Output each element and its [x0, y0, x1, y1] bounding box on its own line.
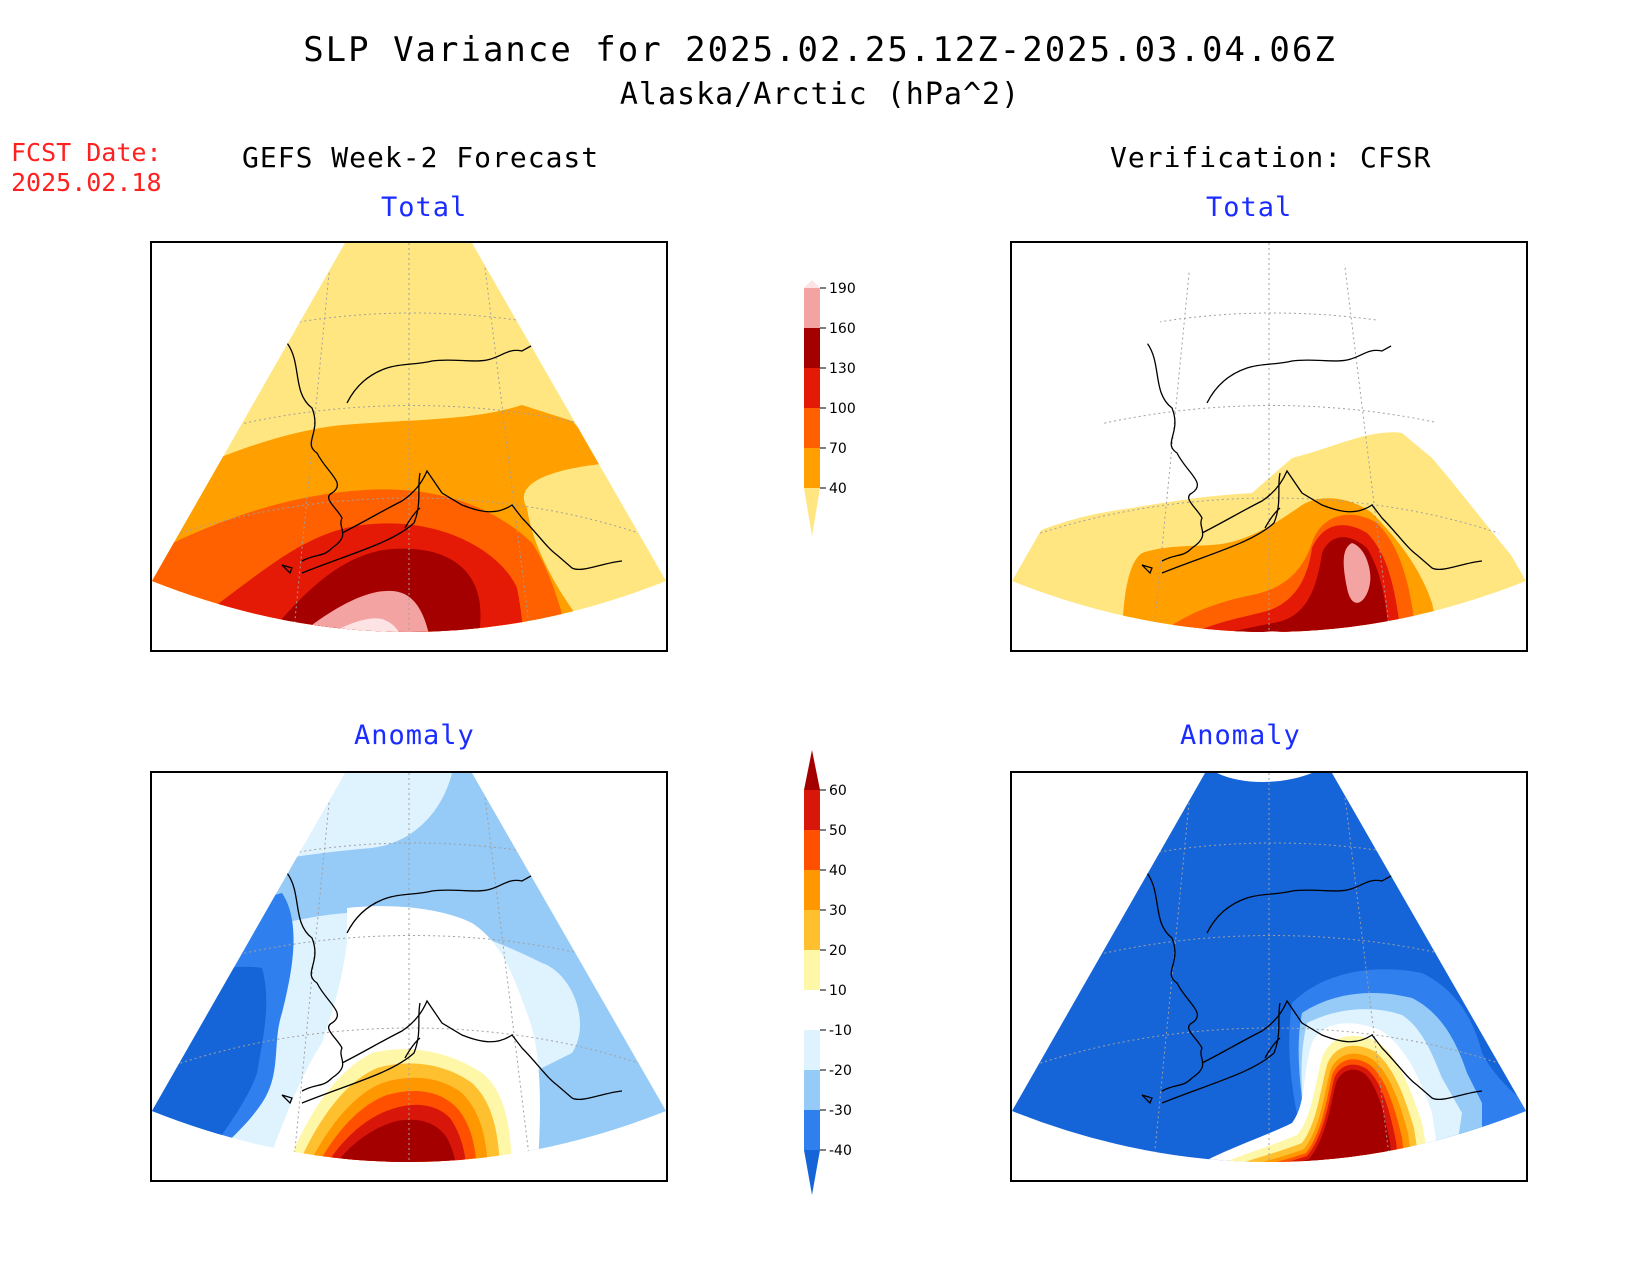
- alaska-coastline: [1141, 340, 1483, 575]
- colorbar-end-triangle: [804, 280, 820, 288]
- colorbar-label: 40: [829, 863, 847, 879]
- fcst-date-label: FCST Date:: [11, 138, 162, 167]
- colorbar-label: 160: [829, 321, 856, 337]
- alaska-coastline: [1141, 870, 1483, 1105]
- colorbar-segment: [804, 288, 820, 328]
- colorbar-segment: [804, 1070, 820, 1110]
- colorbar-segment: [804, 790, 820, 830]
- alaska-coastline: [281, 340, 623, 575]
- forecast-anomaly-map: [150, 771, 668, 1182]
- verification-total-map: [1010, 241, 1528, 652]
- colorbar-label: 130: [829, 361, 856, 377]
- colorbar-label: 10: [829, 983, 847, 999]
- forecast-anomaly-title: Anomaly: [354, 720, 475, 751]
- forecast-total-title: Total: [381, 192, 468, 223]
- colorbar-label: 20: [829, 943, 847, 959]
- forecast-total-map: [150, 241, 668, 652]
- verification-column-heading: Verification: CFSR: [1110, 141, 1432, 174]
- colorbar-label: 40: [829, 481, 847, 497]
- contour-fill-60: [1222, 1069, 1394, 1162]
- colorbar-segment: [804, 990, 820, 1030]
- colorbar-label: 30: [829, 903, 847, 919]
- colorbar-label: -10: [829, 1023, 852, 1039]
- contour-fill-190: [1343, 543, 1371, 603]
- colorbar-segment: [804, 368, 820, 408]
- colorbar-segment: [804, 910, 820, 950]
- alaska-coastline: [281, 870, 623, 1105]
- forecast-column-heading: GEFS Week-2 Forecast: [242, 141, 600, 174]
- colorbar-label: -30: [829, 1103, 852, 1119]
- colorbar-end-triangle: [804, 750, 820, 790]
- colorbar-segment: [804, 950, 820, 990]
- colorbar-segment: [804, 408, 820, 448]
- colorbar-label: 100: [829, 401, 856, 417]
- colorbar-segment: [804, 1110, 820, 1150]
- colorbar-end-triangle: [804, 1150, 820, 1195]
- colorbar-segment: [804, 1030, 820, 1070]
- colorbar-label: 50: [829, 823, 847, 839]
- fcst-date-value: 2025.02.18: [11, 168, 162, 197]
- colorbar-label: 70: [829, 441, 847, 457]
- verification-anomaly-map: [1010, 771, 1528, 1182]
- total-colorbar: 4070100130160190220: [804, 280, 856, 536]
- colorbar-label: -40: [829, 1143, 852, 1159]
- colorbar-label: -20: [829, 1063, 852, 1079]
- contour-fill-190: [1202, 631, 1312, 632]
- colorbar-label: 190: [829, 281, 856, 297]
- colorbar-label: 60: [829, 783, 847, 799]
- colorbar-segment: [804, 830, 820, 870]
- anomaly-colorbar: -40 -30 -20 -10 10 20 30 40 50 60: [804, 750, 852, 1195]
- main-title: SLP Variance for 2025.02.25.12Z-2025.03.…: [303, 30, 1337, 70]
- colorbar-end-triangle: [804, 488, 820, 536]
- contour-fill-neg10: [1217, 773, 1312, 782]
- contour-fill-190: [282, 590, 432, 632]
- colorbar-segment: [804, 448, 820, 488]
- contour-fill-60: [324, 1119, 457, 1162]
- contour-fill-220: [1222, 639, 1285, 650]
- contour-fill-neg40: [152, 966, 267, 1162]
- main-subtitle: Alaska/Arctic (hPa^2): [619, 77, 1021, 112]
- verification-total-title: Total: [1206, 192, 1293, 223]
- contour-fill-160: [1177, 537, 1390, 632]
- contour-fill-220: [302, 618, 403, 632]
- colorbar-segment: [804, 328, 820, 368]
- verification-anomaly-title: Anomaly: [1180, 720, 1301, 751]
- colorbar-segment: [804, 870, 820, 910]
